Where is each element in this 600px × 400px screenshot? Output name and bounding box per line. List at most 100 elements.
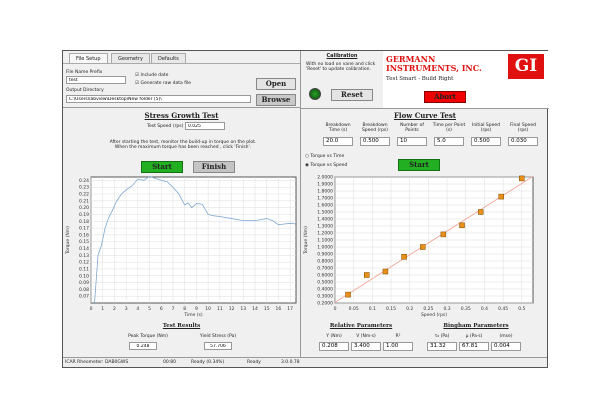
data-point bbox=[401, 254, 407, 260]
y-tick-label: 1.6000 bbox=[317, 203, 333, 209]
relative-param-value: 0.208 bbox=[319, 342, 349, 351]
output-dir-input[interactable] bbox=[66, 95, 251, 103]
y-tick-label: 0.24 bbox=[79, 178, 89, 184]
radio-torque-vs-time[interactable]: ○ Torque vs Time bbox=[305, 154, 345, 159]
radio-time-label: Torque vs Time bbox=[310, 154, 345, 159]
generate-raw-checkbox[interactable]: ☑ Generate raw data file bbox=[135, 81, 192, 86]
x-tick-label: 5 bbox=[148, 306, 151, 312]
bingham-title: Bingham Parameters bbox=[443, 323, 509, 329]
x-tick-label: 13 bbox=[240, 306, 246, 312]
x-tick-label: 11 bbox=[217, 306, 223, 312]
company-name: GERMANN INSTRUMENTS, INC. bbox=[386, 54, 482, 73]
data-point bbox=[420, 244, 426, 250]
calibration-text: With no load on vane and click 'Reset' t… bbox=[306, 62, 376, 72]
x-tick-label: 7 bbox=[172, 306, 175, 312]
x-axis-label: Speed (rps) bbox=[421, 312, 447, 318]
x-tick-label: 9 bbox=[195, 306, 198, 312]
y-tick-label: 0.08 bbox=[79, 287, 89, 293]
plot-area bbox=[90, 176, 297, 304]
tagline: Test Smart - Build Right bbox=[386, 76, 454, 82]
x-tick-label: 4 bbox=[136, 306, 139, 312]
status-time: 00:80 bbox=[163, 360, 176, 365]
data-point bbox=[382, 268, 389, 275]
flow-start-button[interactable]: Start bbox=[398, 159, 440, 171]
abort-button[interactable]: Abort bbox=[424, 91, 466, 103]
y-tick-label: 1.1000 bbox=[317, 238, 333, 244]
stress-start-button[interactable]: Start bbox=[141, 161, 183, 173]
flow-param-label: Number of Points bbox=[400, 123, 424, 133]
yield-value bbox=[204, 342, 232, 350]
bingham-param-label: (mse) bbox=[499, 334, 513, 339]
relative-param-label: R² bbox=[395, 334, 401, 339]
relative-title: Relative Parameters bbox=[329, 323, 393, 329]
calibration-led bbox=[309, 88, 321, 100]
flow-param-label: Time per Point (s) bbox=[432, 123, 466, 133]
flow-chart: 0 0.05 0.1 0.15 0.2 0.25 0.3 0.35 0.4 0.45 0.5 0.20… bbox=[303, 175, 534, 318]
speed-input[interactable] bbox=[185, 122, 225, 130]
data-point bbox=[459, 222, 465, 229]
browse-button[interactable]: Browse bbox=[256, 94, 296, 106]
x-tick-label: 0.45 bbox=[498, 306, 508, 312]
generate-raw-label: Generate raw data file bbox=[140, 81, 192, 86]
flow-param-input[interactable]: 0.030 bbox=[508, 137, 538, 146]
flow-param-input[interactable]: 5.0 bbox=[434, 137, 464, 146]
y-tick-label: 0.12 bbox=[79, 260, 89, 266]
data-point bbox=[440, 231, 447, 238]
x-tick-label: 0.25 bbox=[423, 306, 433, 312]
y-tick-label: 0.16 bbox=[79, 232, 89, 238]
peak-value bbox=[129, 342, 157, 350]
yield-label: Yield Stress (Pa) bbox=[199, 334, 237, 339]
x-tick-label: 14 bbox=[252, 306, 258, 312]
open-button[interactable]: Open bbox=[256, 78, 296, 90]
y-axis-label: Torque (Nm) bbox=[65, 226, 71, 255]
y-tick-label: 0.17 bbox=[79, 226, 89, 232]
y-tick-label: 0.14 bbox=[79, 246, 89, 252]
flow-param-input[interactable]: 0.500 bbox=[360, 137, 390, 146]
y-tick-label: 0.18 bbox=[79, 219, 89, 225]
torque-time-line bbox=[94, 175, 297, 304]
status-version: 3.0.0.78 bbox=[281, 360, 300, 365]
y-tick-label: 1.2000 bbox=[317, 231, 333, 237]
x-tick-label: 0.2 bbox=[406, 306, 413, 312]
x-tick-label: 0.15 bbox=[386, 306, 396, 312]
gi-logo: GI bbox=[508, 54, 544, 79]
x-tick-label: 17 bbox=[287, 306, 293, 312]
x-tick-label: 0 bbox=[334, 306, 337, 312]
radio-torque-vs-speed[interactable]: ◉ Torque vs Speed bbox=[305, 163, 348, 168]
bingham-param-label: μ (Pa·s) bbox=[465, 334, 483, 339]
flow-param-label: Breakdown Time (s) bbox=[325, 123, 351, 133]
x-tick-label: 0.4 bbox=[481, 306, 488, 312]
include-date-checkbox[interactable]: ☑ Include date bbox=[135, 73, 169, 78]
stress-instructions: After starting the test, monitor the bui… bbox=[109, 140, 257, 150]
flow-param-input[interactable]: 0.500 bbox=[471, 137, 501, 146]
x-tick-label: 0.5 bbox=[518, 306, 525, 312]
x-axis-label: Time (s) bbox=[183, 312, 203, 318]
y-tick-label: 0.23 bbox=[79, 185, 89, 191]
peak-label: Peak Torque (Nm) bbox=[128, 334, 168, 339]
relative-param-value: 1.00 bbox=[383, 342, 413, 351]
y-tick-label: 0.20 bbox=[79, 205, 89, 211]
finish-button[interactable]: Finish bbox=[193, 161, 235, 173]
y-tick-label: 0.6000 bbox=[317, 273, 333, 279]
logo-panel: GERMANN INSTRUMENTS, INC. GI Test Smart … bbox=[383, 51, 548, 108]
tab-geometry[interactable]: Geometry bbox=[111, 53, 150, 63]
rheometer-window: File Setup Geometry Defaults File Name P… bbox=[62, 50, 549, 368]
x-tick-label: 0.05 bbox=[349, 306, 359, 312]
bingham-param-value: 31.32 bbox=[427, 342, 457, 351]
tab-defaults[interactable]: Defaults bbox=[151, 53, 186, 63]
radio-speed-label: Torque vs Speed bbox=[310, 163, 348, 168]
x-tick-label: 0.3 bbox=[443, 306, 450, 312]
flow-param-input[interactable]: 10 bbox=[397, 137, 427, 146]
reset-button[interactable]: Reset bbox=[331, 89, 373, 101]
bingham-param-value: 67.81 bbox=[459, 342, 489, 351]
y-tick-label: 1.9000 bbox=[317, 182, 333, 188]
flow-title: Flow Curve Test bbox=[393, 111, 457, 120]
flow-param-input[interactable]: 20.0 bbox=[323, 137, 353, 146]
results-title: Test Results bbox=[162, 323, 201, 329]
x-tick-label: 10 bbox=[205, 306, 211, 312]
prefix-input[interactable] bbox=[66, 76, 126, 84]
y-tick-label: 0.13 bbox=[79, 253, 89, 259]
include-date-label: Include date bbox=[140, 73, 169, 78]
tab-file-setup[interactable]: File Setup bbox=[69, 53, 108, 63]
x-tick-label: 16 bbox=[276, 306, 282, 312]
